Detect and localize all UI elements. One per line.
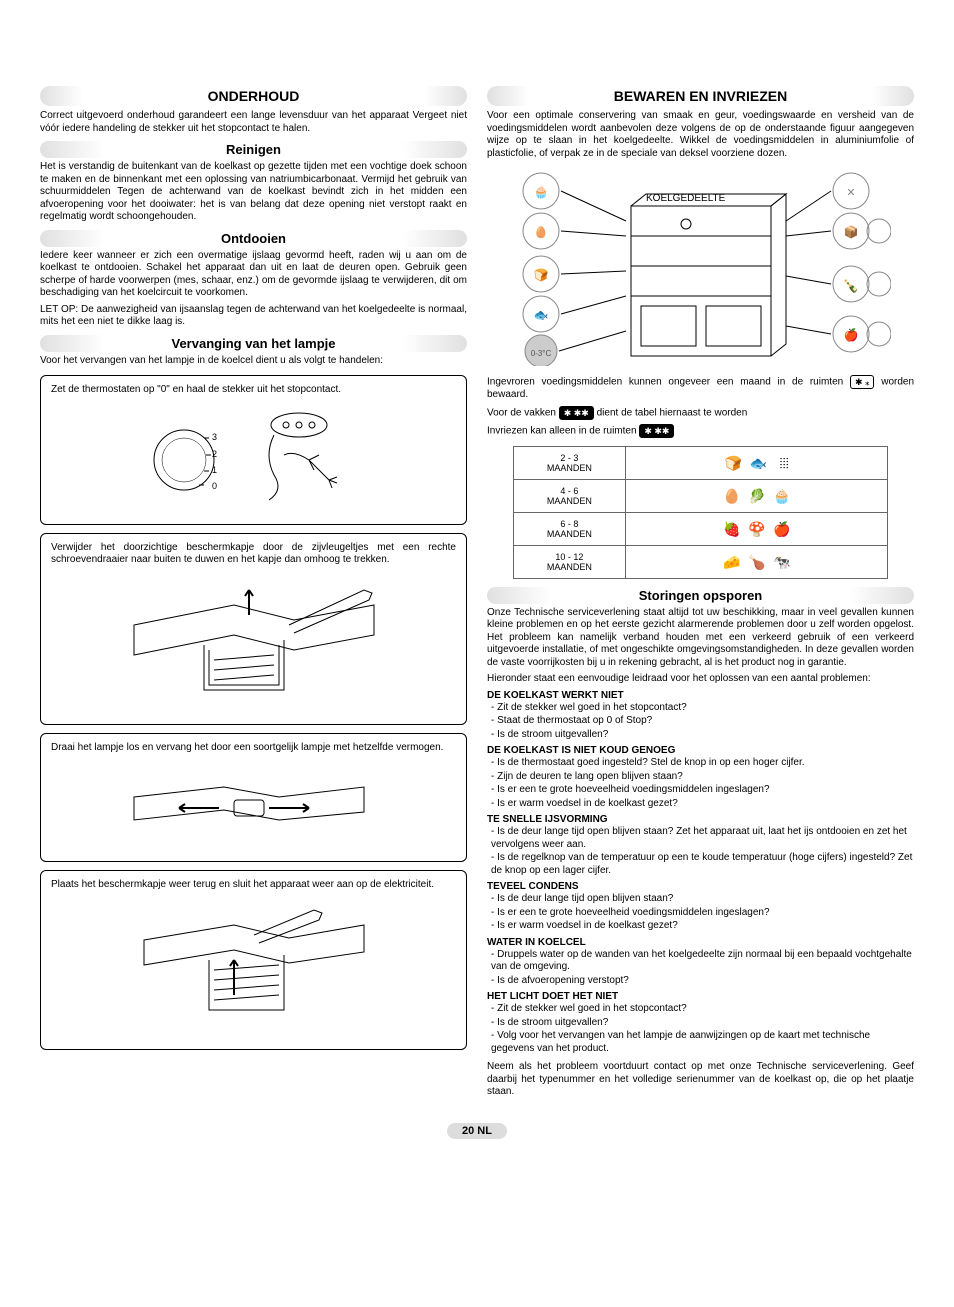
ts-h4-list: - Is de deur lange tijd open blijven sta… [491,893,914,933]
multi-star-icon: ✱ ✱✱ [559,406,594,420]
heading-storage: BEWAREN EN INVRIEZEN [487,86,914,106]
ts-h6: HET LICHT DOET HET NIET [487,991,914,1002]
svg-text:🐟: 🐟 [533,308,548,322]
mushroom-icon: 🍄 [748,521,765,537]
defrost-note: LET OP: De aanwezigheid van ijsaanslag t… [40,304,467,329]
troubleshoot-intro: Onze Technische serviceverlening staat a… [487,607,914,670]
ts-h3-list: - Is de deur lange tijd open blijven sta… [491,826,914,877]
veg-icon: 🥬 [748,488,765,504]
storage-intro: Voor een optimale conservering van smaak… [487,110,914,160]
lamp-step4-text: Plaats het beschermkapje weer terug en s… [51,879,456,892]
troubleshoot-guide: Hieronder staat een eenvoudige leidraad … [487,673,914,686]
svg-text:🧁: 🧁 [533,185,548,199]
table-row: 4 - 6MAANDEN 🥚 🥬 🧁 [513,479,888,512]
lamp-step3-box: Draai het lampje los en vervang het door… [40,733,467,863]
heading-lamp: Vervanging van het lampje [40,335,467,352]
lamp-step1-diagram: 3 2 1 0 [51,405,456,508]
lamp-step1-text: Zet de thermostaten op "0" en haal de st… [51,384,456,397]
page-columns: ONDERHOUD Correct uitgevoerd onderhoud g… [40,80,914,1103]
lamp-step3-diagram [51,762,456,845]
fridge-label-text: KOELGEDEELTE [646,193,726,204]
storage-table: 2 - 3MAANDEN 🍞 🐟 ⦙⦙⦙ 4 - 6MAANDEN 🥚 🥬 🧁 … [513,446,889,579]
ts-h2-list: - Is de thermostaat goed ingesteld? Stel… [491,757,914,810]
apple-icon: 🍎 [773,521,790,537]
cleaning-text: Het is verstandig de buitenkant van de k… [40,161,467,224]
ts-h5: WATER IN KOELCEL [487,937,914,948]
lamp-step1-box: Zet de thermostaten op "0" en haal de st… [40,375,467,525]
fridge-diagram: 🧁 🥚 🍞 🐟 0-3°C KOELGEDEELTE [487,166,914,369]
lamp-step4-diagram [51,900,456,1033]
multi-star-icon-2: ✱ ✱✱ [639,424,674,438]
svg-text:🍞: 🍞 [533,268,548,282]
table-row: 6 - 8MAANDEN 🍓 🍄 🍎 [513,512,888,545]
table-row: 10 - 12MAANDEN 🧀 🍗 🐄 [513,545,888,578]
maintenance-intro: Correct uitgevoerd onderhoud garandeert … [40,110,467,135]
lamp-step4-box: Plaats het beschermkapje weer terug en s… [40,870,467,1050]
bread-icon: 🍞 [725,455,742,471]
svg-text:1: 1 [212,465,217,475]
ts-h1: DE KOELKAST WERKT NIET [487,690,914,701]
eggs-icon: 🥚 [723,488,740,504]
one-star-icon: ✱ ⁎ [850,375,875,389]
fish-icon: 🐟 [750,455,767,471]
frozen-note-1: Ingevroren voedingsmiddelen kunnen ongev… [487,375,914,402]
heading-maintenance: ONDERHOUD [40,86,467,106]
lamp-step2-box: Verwijder het doorzichtige beschermkapje… [40,533,467,725]
heading-troubleshoot: Storingen opsporen [487,587,914,604]
page-number: 20 NL [447,1123,507,1139]
ts-h3: TE SNELLE IJSVORMING [487,814,914,825]
cheese-icon: 🧀 [723,554,740,570]
ts-h6-list: - Zit de stekker wel goed in het stopcon… [491,1003,914,1055]
right-column: BEWAREN EN INVRIEZEN Voor een optimale c… [487,80,914,1103]
svg-text:0: 0 [212,481,217,491]
left-column: ONDERHOUD Correct uitgevoerd onderhoud g… [40,80,467,1103]
berry-icon: 🍓 [723,521,740,537]
cake-icon: 🧁 [773,488,790,504]
svg-text:0-3°C: 0-3°C [530,349,551,358]
lamp-step2-diagram [51,575,456,708]
ts-h2: DE KOELKAST IS NIET KOUD GENOEG [487,745,914,756]
cow-icon: 🐄 [773,554,790,570]
frozen-note-3: Invriezen kan alleen in de ruimten ✱ ✱✱ [487,424,914,438]
heading-cleaning: Reinigen [40,141,467,158]
heading-defrost: Ontdooien [40,230,467,247]
svg-text:🥚: 🥚 [534,226,548,239]
ts-h5-list: - Druppels water op de wanden van het ko… [491,949,914,988]
defrost-text: Iedere keer wanneer er zich een overmati… [40,250,467,300]
svg-text:3: 3 [212,432,217,442]
svg-text:2: 2 [212,449,217,459]
chicken-icon: 🍗 [748,554,765,570]
ts-h1-list: - Zit de stekker wel goed in het stopcon… [491,702,914,742]
lamp-intro: Voor het vervangen van het lampje in de … [40,355,467,368]
fries-icon: ⦙⦙⦙ [779,455,788,471]
lamp-step2-text: Verwijder het doorzichtige beschermkapje… [51,542,456,567]
frozen-note-2: Voor de vakken ✱ ✱✱ dient de tabel hiern… [487,406,914,420]
table-row: 2 - 3MAANDEN 🍞 🐟 ⦙⦙⦙ [513,446,888,479]
svg-text:✕: ✕ [846,187,855,199]
svg-text:📦: 📦 [843,225,858,239]
ts-h4: TEVEEL CONDENS [487,881,914,892]
troubleshoot-outro: Neem als het probleem voortduurt contact… [487,1061,914,1099]
lamp-step3-text: Draai het lampje los en vervang het door… [51,742,456,755]
svg-text:🍎: 🍎 [843,327,858,342]
svg-text:🍾: 🍾 [842,278,858,293]
